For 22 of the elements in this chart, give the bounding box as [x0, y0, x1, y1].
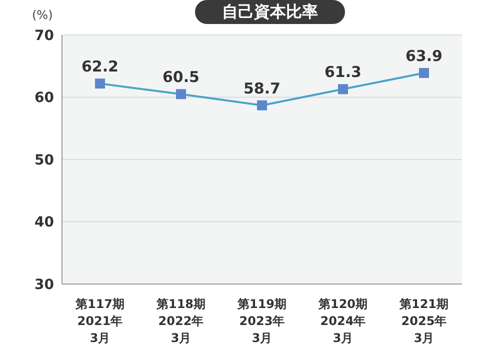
x-tick-label: 第118期 2022年 3月 [155, 297, 206, 345]
y-axis-title: (%) [32, 8, 53, 22]
data-label: 60.5 [162, 68, 200, 86]
data-label: 62.2 [81, 58, 119, 76]
y-tick-label: 40 [34, 214, 54, 231]
data-label: 61.3 [324, 63, 362, 82]
point [257, 100, 267, 110]
x-tick-label: 第117期 2021年 3月 [74, 297, 125, 345]
x-tick-label: 第119期 2023年 3月 [236, 297, 287, 345]
y-tick-label: 70 [34, 28, 54, 44]
x-tick-label: 第120期 2024年 3月 [317, 297, 368, 345]
point [95, 78, 105, 89]
x-tick-label: 第121期 2025年 3月 [398, 297, 449, 345]
point [176, 89, 186, 100]
point [419, 68, 429, 78]
data-label: 63.9 [405, 46, 443, 65]
data-label: 58.7 [243, 79, 281, 98]
point [338, 84, 348, 94]
y-tick-label: 50 [34, 152, 54, 168]
y-tick-label: 60 [34, 90, 54, 106]
chart-title: 自己資本比率 [195, 0, 345, 24]
y-tick-label: 30 [34, 276, 54, 293]
